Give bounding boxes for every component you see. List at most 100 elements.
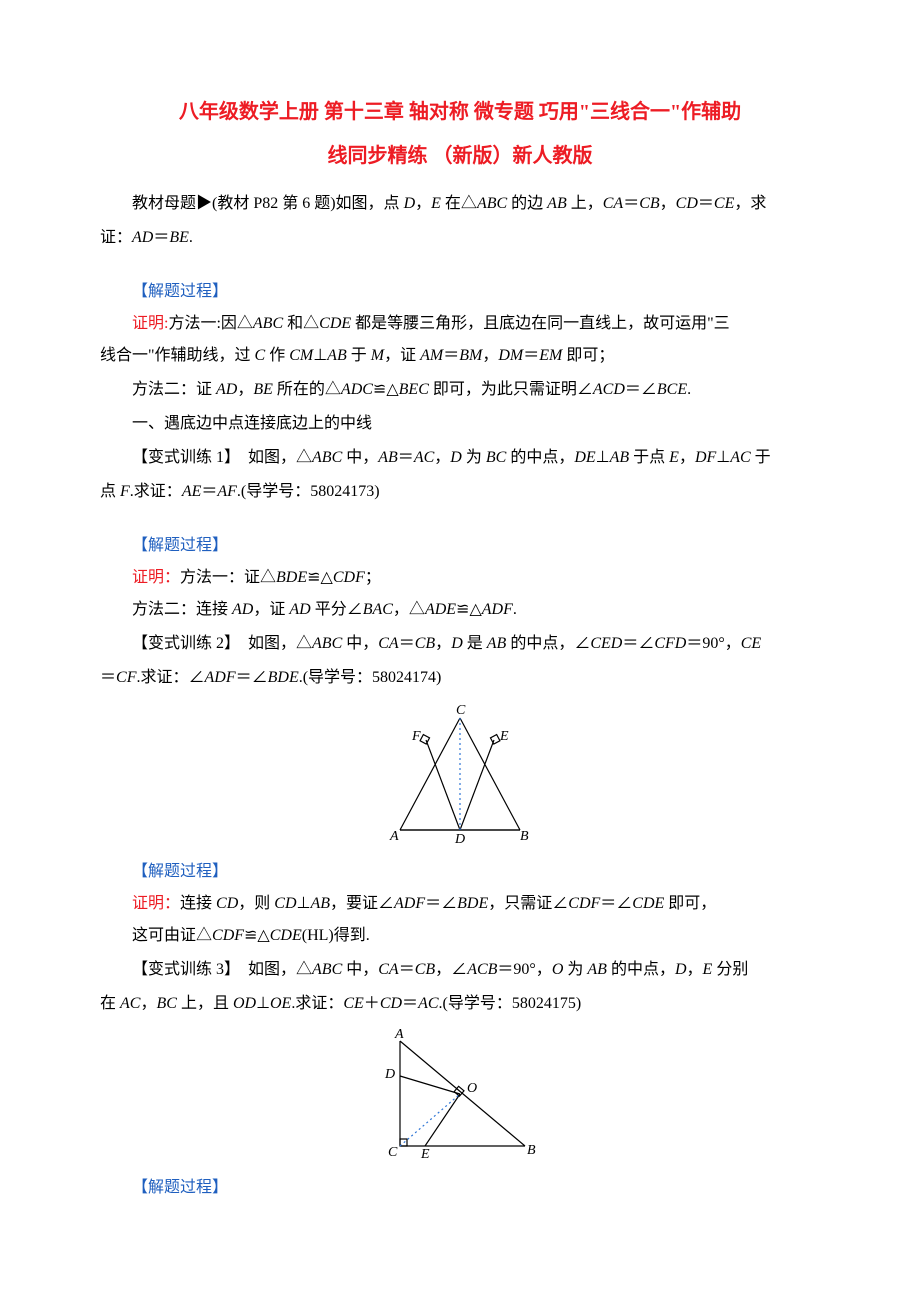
proof-2-m1: 证明：方法一：证△BDE≌△CDF； [100,562,820,594]
exercise-3b: 在 AC，BC 上，且 OD⊥OE.求证：CE＋CD＝AC.(导学号：58024… [100,988,820,1020]
t: .求证：∠ [136,669,204,686]
t: ＝∠ [622,635,654,652]
label-B: B [520,829,529,844]
t: 这可由证△ [132,927,212,944]
t: ，证 [253,601,289,618]
t: AM [420,347,443,364]
t: ，求 [734,195,766,212]
t: ， [415,195,431,212]
t: 中， [342,635,378,652]
t: BC [156,995,176,1012]
t: 点 [100,483,120,500]
t: 作 [265,347,289,364]
label-A: A [389,829,399,844]
t: CDE [270,927,302,944]
solution-label-2: 【解题过程】 [100,530,820,562]
proof-2-m2: 方法二：连接 AD，证 AD 平分∠BAC，△ADE≌△ADF. [100,594,820,626]
t: ≌△ [373,381,399,398]
t: .(导学号：58024173) [237,483,380,500]
t: O [552,961,564,978]
t: BDE [268,669,299,686]
t: CDF [212,927,244,944]
t: ADF [204,669,235,686]
t: .(导学号：58024175) [439,995,582,1012]
t: . [189,229,193,246]
t: DF [695,449,716,466]
t: ＝90°， [497,961,551,978]
t: BDE [457,895,488,912]
t: BDE [276,569,307,586]
t: CF [116,669,136,686]
t: 和△ [283,315,319,332]
t: ，要证∠ [330,895,394,912]
t: ； [365,569,381,586]
t: CD [274,895,296,912]
t: CDE [632,895,664,912]
t: 为 [462,449,486,466]
t: C [255,347,266,364]
t: 的中点， [506,449,574,466]
t: (HL)得到. [302,927,370,944]
title-line-1: 八年级数学上册 第十三章 轴对称 微专题 巧用"三线合一"作辅助 [100,90,820,134]
t: CFD [654,635,686,652]
triangle-diagram-2: A D O C E B [375,1026,545,1161]
t: AD [132,229,153,246]
t: ＝ [100,669,116,686]
label-D: D [384,1067,395,1082]
t: 即可； [562,347,614,364]
t: DM [498,347,523,364]
t: AB [310,895,330,912]
t: 方法一：证△ [180,569,276,586]
triangle-diagram-1: C A B D F E [380,700,540,845]
t: BE [169,229,189,246]
t: ， [140,995,156,1012]
t: 方法二：连接 [132,601,232,618]
t: ACD [593,381,625,398]
t: .求证： [291,995,343,1012]
t: CB [639,195,659,212]
t: BCE [657,381,687,398]
t: ＝ [399,961,415,978]
t: 证： [100,229,132,246]
t: AB [587,961,607,978]
t: AF [217,483,237,500]
t: 是 [463,635,487,652]
t: ， [687,961,703,978]
t: 分别 [712,961,748,978]
t: ⊥ [297,895,311,912]
t: 于点 [629,449,669,466]
solution-label-3: 【解题过程】 [100,856,820,888]
t: AB [327,347,347,364]
t: 的边 [507,195,547,212]
t: ＝ [402,995,418,1012]
t: CD [216,895,238,912]
t: ＝ [398,449,414,466]
t: BAC [363,601,393,618]
t: 平分∠ [311,601,363,618]
proof-1-m1: 证明:方法一:因△ABC 和△CDE 都是等腰三角形，且底边在同一直线上，故可运… [100,308,820,340]
t: ADF [482,601,513,618]
intro-para: 教材母题▶(教材 P82 第 6 题)如图，点 D，E 在△ABC 的边 AB … [100,188,820,220]
proof-1-m1b: 线合一"作辅助线，过 C 作 CM⊥AB 于 M，证 AM＝BM，DM＝EM 即… [100,340,820,372]
t: AC [418,995,438,1012]
t: D [404,195,416,212]
t: M [371,347,384,364]
t: 连接 [180,895,216,912]
t: ， [660,195,676,212]
t: AB [610,449,630,466]
t: ，只需证∠ [488,895,568,912]
intro-para-2: 证：AD＝BE. [100,222,820,254]
label-A: A [394,1027,404,1042]
t: ＝∠ [625,381,657,398]
t: AB [547,195,567,212]
doc-title: 八年级数学上册 第十三章 轴对称 微专题 巧用"三线合一"作辅助 线同步精练 （… [100,90,820,178]
label-E: E [499,729,509,744]
t: .(导学号：58024174) [299,669,442,686]
t: ADC [341,381,373,398]
t: BE [253,381,273,398]
t: ＋ [364,995,380,1012]
t: ＝ [698,195,714,212]
t: DE [574,449,595,466]
t: ⊥ [716,449,730,466]
t: ABC [477,195,507,212]
